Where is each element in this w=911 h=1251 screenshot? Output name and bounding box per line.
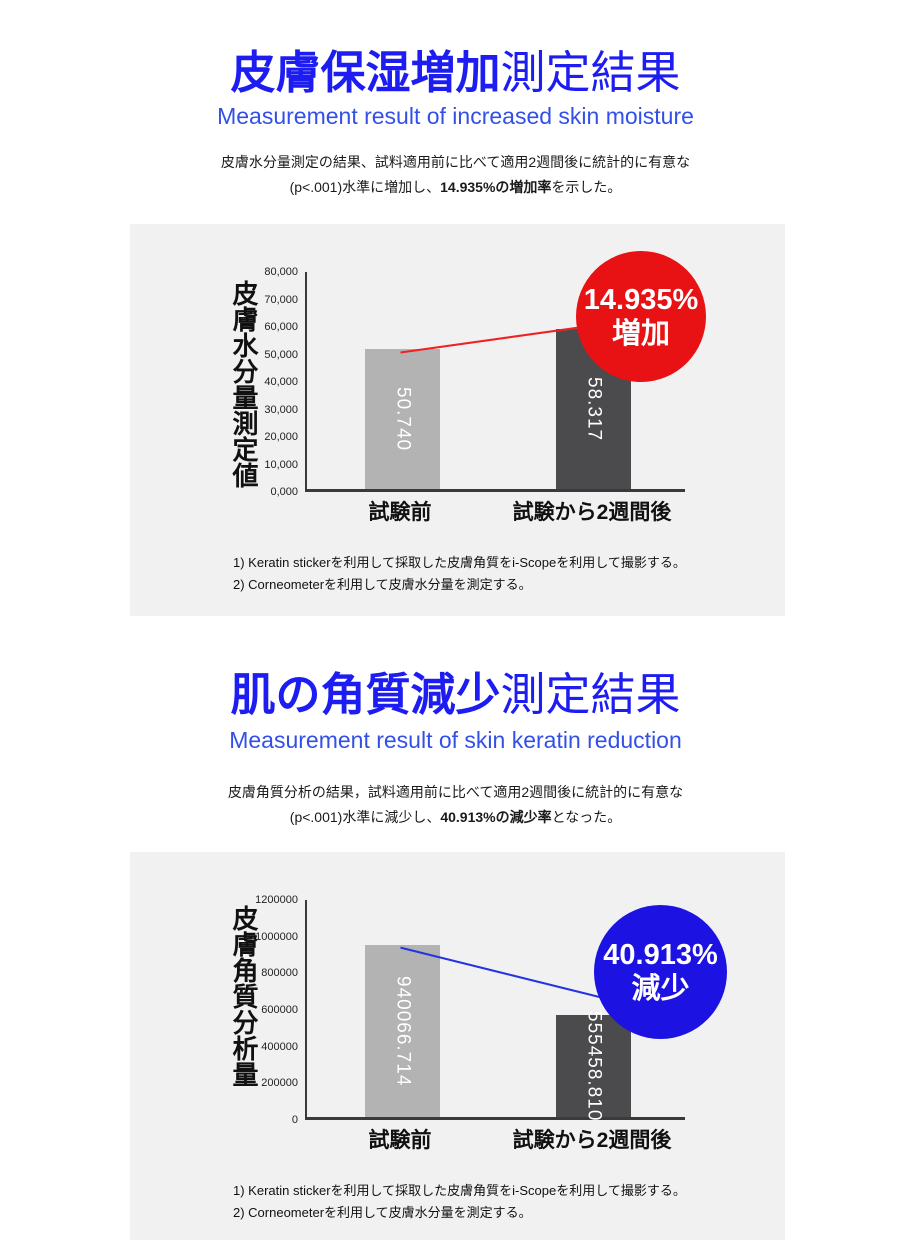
footnote-2: 2) Corneometerを利用して皮膚水分量を測定する。	[233, 577, 532, 592]
moisture-desc-line1: 皮膚水分量測定の結果、試料適用前に比べて適用2週間後に統計的に有意な	[220, 154, 691, 170]
y-tick: 400000	[261, 1041, 298, 1053]
y-tick: 60,000	[264, 321, 298, 333]
y-tick: 80,000	[264, 266, 298, 278]
y-tick: 20,000	[264, 431, 298, 443]
footnote-1: 1) Keratin stickerを利用して採取した皮膚角質をi-Scopeを…	[233, 555, 686, 570]
y-tick: 50,000	[264, 349, 298, 361]
keratin-desc-line2-pre: (p<.001)水準に減少し、	[289, 809, 441, 825]
moisture-description: 皮膚水分量測定の結果、試料適用前に比べて適用2週間後に統計的に有意な (p<.00…	[0, 150, 911, 200]
keratin-title-highlight: 肌の角質減少	[230, 669, 501, 720]
category-label-before: 試験前	[368, 1129, 432, 1152]
moisture-title-highlight: 皮膚保湿増加	[230, 47, 501, 98]
increase-badge: 14.935% 増加	[576, 251, 706, 382]
moisture-desc-line2-pre: (p<.001)水準に増加し、	[289, 179, 441, 195]
decrease-badge: 40.913% 減少	[594, 905, 727, 1039]
y-tick: 0	[291, 1114, 298, 1126]
bar-value-label: 555458.810	[583, 1010, 605, 1122]
category-label-after: 試験から2週間後	[512, 1129, 672, 1152]
moisture-title: 皮膚保湿増加測定結果	[0, 46, 911, 100]
footnote-2: 2) Corneometerを利用して皮膚水分量を測定する。	[233, 1205, 532, 1220]
y-tick: 40,000	[264, 376, 298, 388]
bar-after-2weeks: 555458.810	[556, 1011, 631, 1121]
bar-before-test: 940066.714	[365, 944, 440, 1117]
y-tick: 10,000	[264, 459, 298, 471]
category-label-before: 試験前	[368, 501, 432, 524]
moisture-desc-line2-post: を示した。	[551, 179, 622, 195]
increase-badge-label: 増加	[611, 317, 670, 350]
decrease-badge-label: 減少	[631, 973, 690, 1005]
keratin-chart-panel: 皮膚角質分析量 1200000 1000000 800000 600000 40…	[130, 852, 785, 1240]
moisture-subtitle-en: Measurement result of increased skin moi…	[217, 103, 694, 129]
bar-value-label: 58.317	[583, 376, 605, 441]
moisture-title-rest: 測定結果	[500, 47, 681, 98]
bar-before-test: 50.740	[365, 349, 440, 489]
y-tick: 600000	[261, 1004, 298, 1016]
y-tick: 800000	[261, 967, 298, 979]
moisture-chart-panel: 皮膚水分量測定値 80,000 70,000 60,000 50,000 40,…	[130, 224, 785, 616]
bar-value-label: 940066.714	[392, 975, 414, 1087]
moisture-y-axis-title: 皮膚水分量測定値	[229, 280, 259, 488]
keratin-title: 肌の角質減少測定結果	[0, 668, 911, 722]
y-tick: 1200000	[255, 894, 298, 906]
y-tick: 30,000	[264, 404, 298, 416]
keratin-y-axis-title: 皮膚角質分析量	[229, 905, 259, 1087]
y-tick: 0,000	[270, 486, 298, 498]
keratin-description: 皮膚角質分析の結果，試料適用前に比べて適用2週間後に統計的に有意な (p<.001…	[0, 780, 911, 830]
keratin-desc-line2-post: となった。	[551, 809, 622, 825]
moisture-plot-area: 50.740 58.317	[305, 272, 685, 492]
y-tick: 1000000	[255, 931, 298, 943]
keratin-desc-highlight: 40.913%の減少率	[440, 809, 552, 825]
y-tick: 70,000	[264, 294, 298, 306]
keratin-subtitle-en: Measurement result of skin keratin reduc…	[229, 727, 682, 753]
increase-badge-percent: 14.935%	[583, 283, 699, 316]
keratin-desc-line1: 皮膚角質分析の結果，試料適用前に比べて適用2週間後に統計的に有意な	[227, 784, 684, 800]
y-tick: 200000	[261, 1077, 298, 1089]
bar-value-label: 50.740	[392, 387, 414, 452]
decrease-badge-percent: 40.913%	[603, 939, 718, 971]
moisture-desc-highlight: 14.935%の増加率	[440, 179, 552, 195]
footnote-1: 1) Keratin stickerを利用して採取した皮膚角質をi-Scopeを…	[233, 1183, 686, 1198]
category-label-after: 試験から2週間後	[512, 501, 672, 524]
keratin-title-rest: 測定結果	[500, 669, 681, 720]
